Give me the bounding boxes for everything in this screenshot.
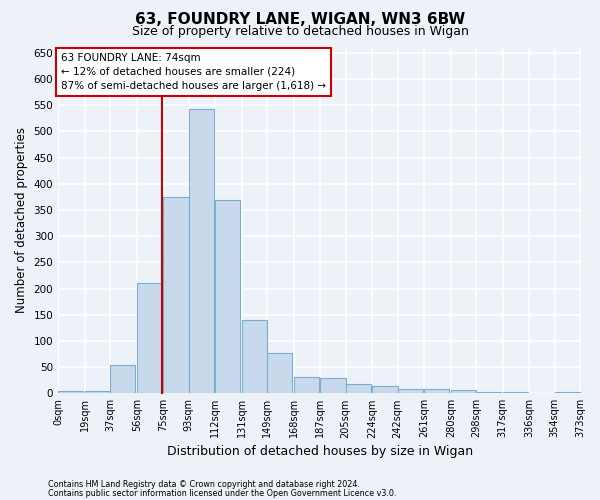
Bar: [554, 392, 580, 394]
Text: Size of property relative to detached houses in Wigan: Size of property relative to detached ho…: [131, 25, 469, 38]
Bar: [215, 200, 241, 394]
X-axis label: Distribution of detached houses by size in Wigan: Distribution of detached houses by size …: [167, 444, 473, 458]
Text: 63 FOUNDRY LANE: 74sqm
← 12% of detached houses are smaller (224)
87% of semi-de: 63 FOUNDRY LANE: 74sqm ← 12% of detached…: [61, 52, 326, 90]
Bar: [424, 388, 449, 394]
Bar: [294, 376, 319, 394]
Bar: [503, 392, 528, 394]
Bar: [346, 384, 371, 394]
Bar: [242, 320, 267, 394]
Bar: [320, 378, 346, 394]
Bar: [398, 388, 423, 394]
Text: Contains HM Land Registry data © Crown copyright and database right 2024.: Contains HM Land Registry data © Crown c…: [48, 480, 360, 489]
Text: Contains public sector information licensed under the Open Government Licence v3: Contains public sector information licen…: [48, 488, 397, 498]
Text: 63, FOUNDRY LANE, WIGAN, WN3 6BW: 63, FOUNDRY LANE, WIGAN, WN3 6BW: [135, 12, 465, 28]
Bar: [267, 354, 292, 394]
Bar: [110, 364, 135, 394]
Bar: [163, 197, 188, 394]
Bar: [529, 393, 554, 394]
Bar: [137, 283, 162, 394]
Bar: [58, 390, 83, 394]
Bar: [85, 391, 110, 394]
Bar: [372, 386, 398, 394]
Bar: [188, 109, 214, 394]
Y-axis label: Number of detached properties: Number of detached properties: [15, 128, 28, 314]
Bar: [476, 392, 502, 394]
Bar: [451, 390, 476, 394]
